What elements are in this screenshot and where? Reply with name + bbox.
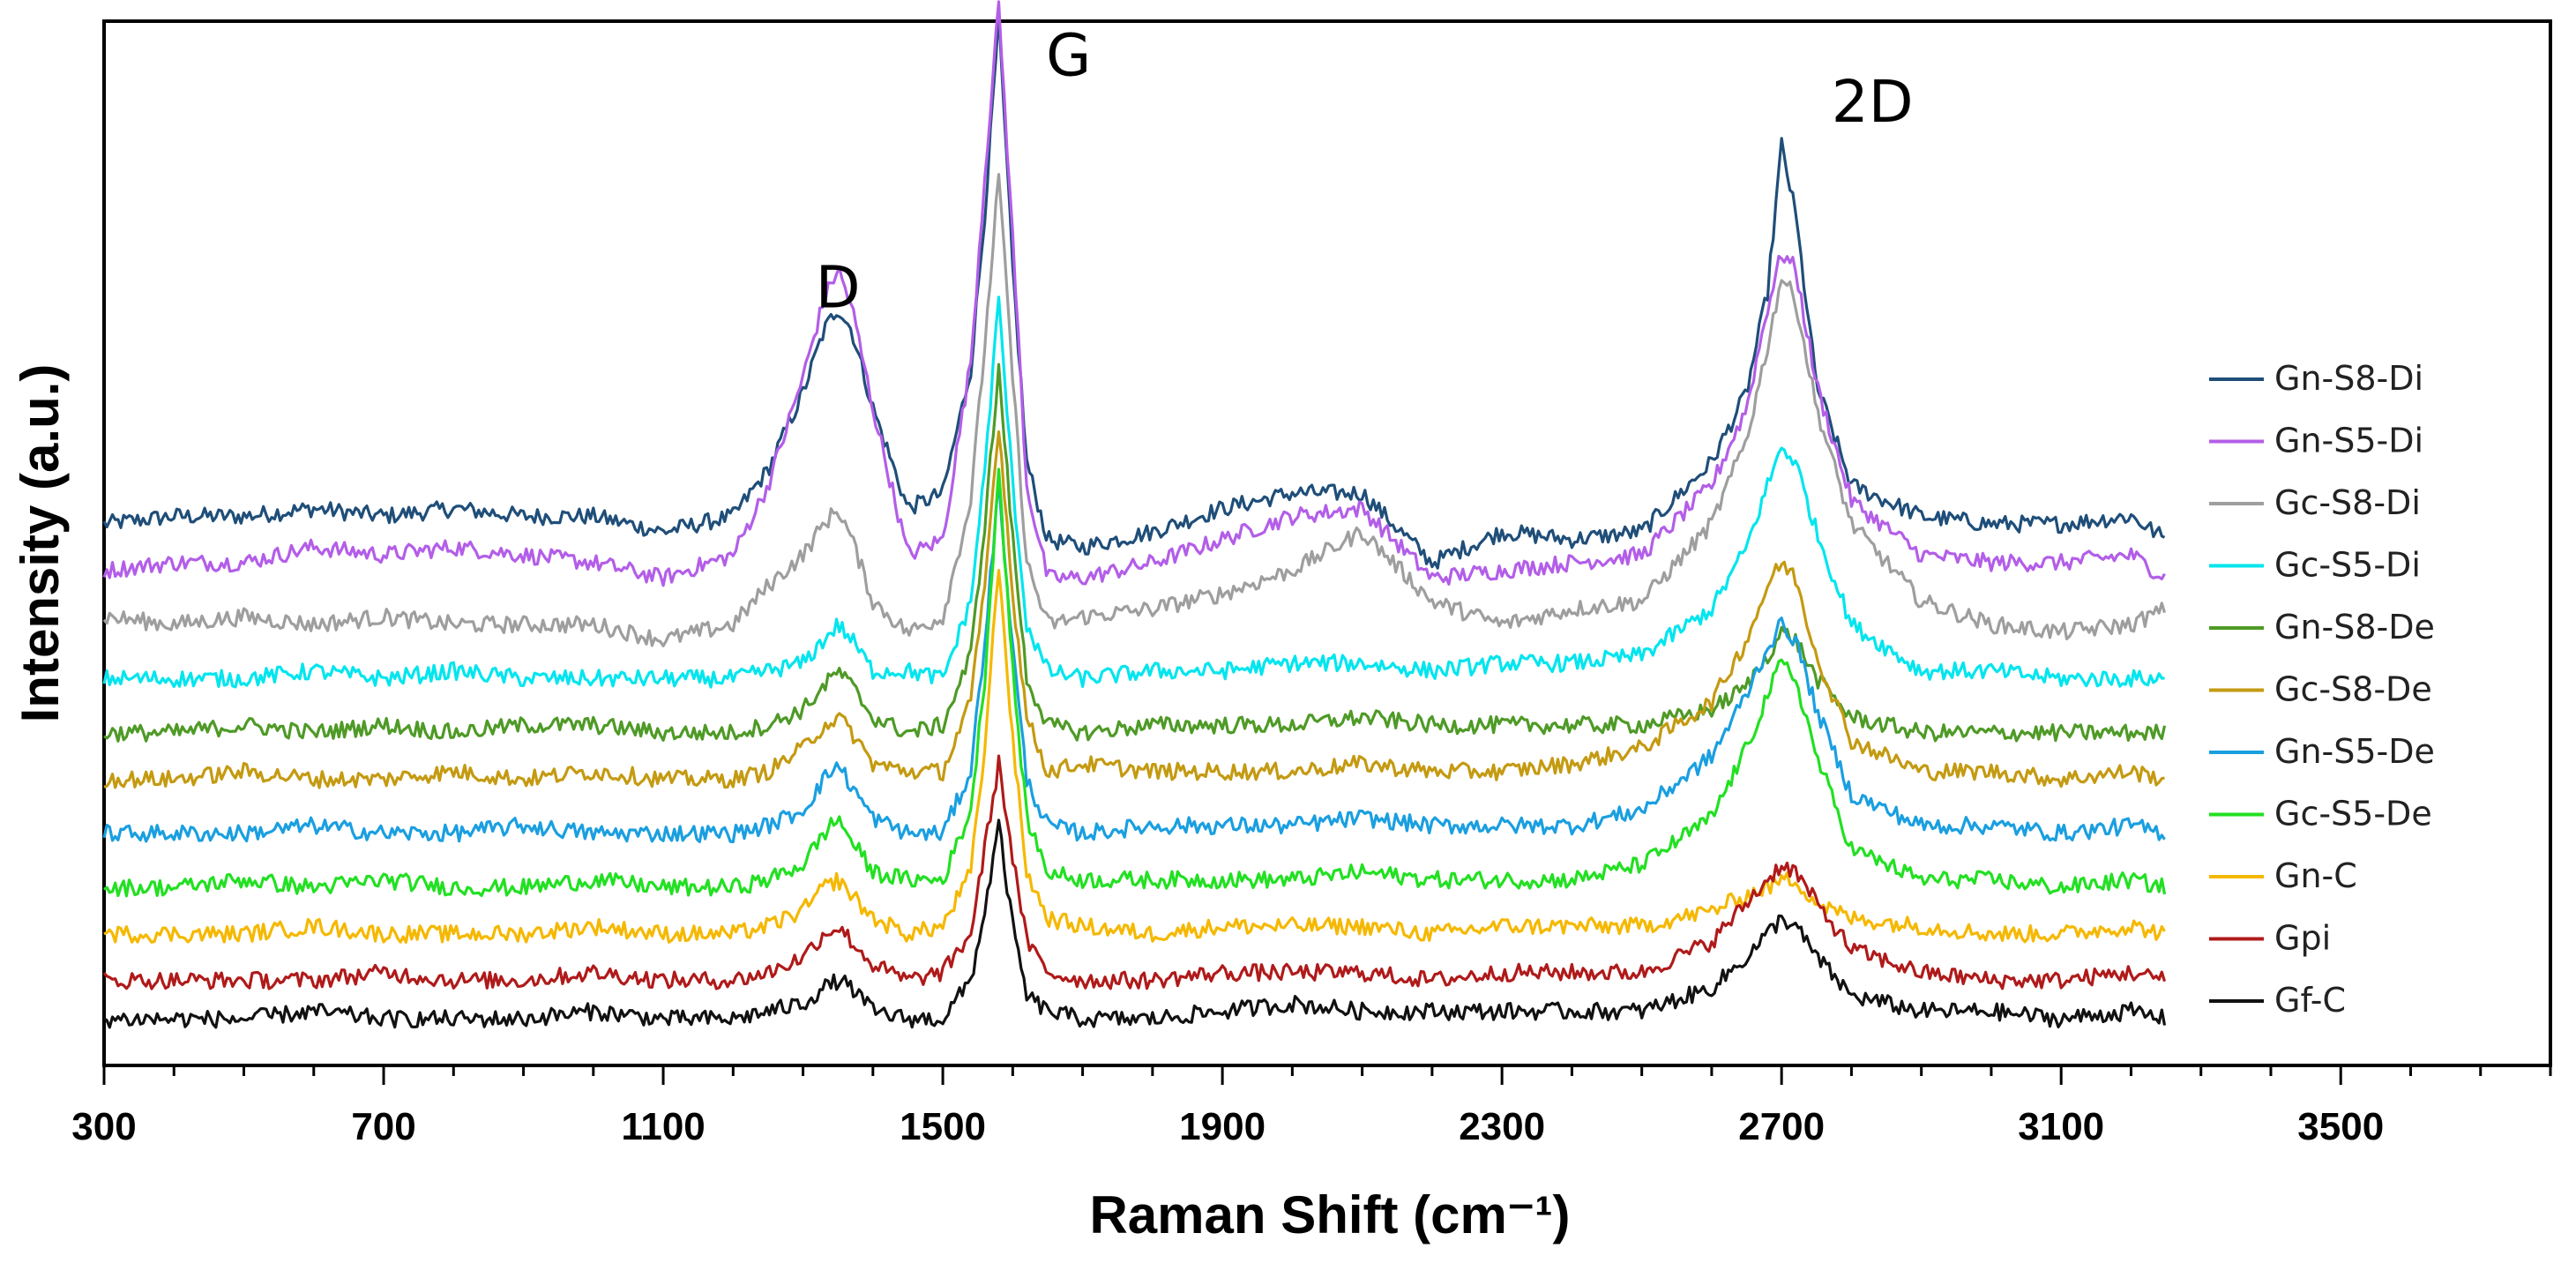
x-tick-label: 3100: [2018, 1105, 2104, 1148]
series-line-gc-s5-de: [103, 467, 2167, 898]
x-tick-label: 700: [351, 1105, 415, 1148]
legend-label: Gn-S5-Di: [2274, 422, 2423, 460]
series-line-gn-s8-de: [103, 362, 2167, 743]
peak-label-g: G: [1046, 21, 1091, 89]
legend-label: Gn-C: [2274, 856, 2357, 895]
series-line-gc-s5-di: [102, 295, 2165, 689]
legend-label: Gn-S5-De: [2274, 732, 2435, 771]
peak-label-2d: 2D: [1832, 68, 1914, 136]
series-line-gn-s5-de: [102, 477, 2166, 844]
legend-label: Gc-S8-De: [2274, 670, 2432, 709]
series-line-gf-c: [103, 818, 2167, 1029]
legend-label: Gc-S5-De: [2274, 795, 2432, 833]
series-layer: [102, 0, 2167, 1029]
x-axis-title: Raman Shift (cm⁻¹): [1089, 1185, 1570, 1244]
legend: Gn-S8-Di Gn-S5-Di Gc-S8-Di Gc-S5-Di Gn-S8-De…: [2209, 359, 2435, 1020]
plot-frame: [102, 19, 2552, 1067]
legend-label: Gc-S8-Di: [2274, 483, 2421, 522]
peak-annotations: D G 2D: [816, 21, 1914, 321]
series-line-gc-s8-de: [103, 430, 2165, 789]
legend-label: Gn-S8-Di: [2274, 359, 2423, 398]
x-tick-label: 3500: [2297, 1105, 2384, 1148]
x-axis: 300 700 1100 1500 1900 2300 2700 3100 3500: [71, 1065, 2552, 1148]
y-axis-title: Intensity (a.u.): [11, 364, 70, 723]
series-line-gc-s8-di: [102, 173, 2167, 647]
series-line-gpi: [102, 754, 2167, 990]
legend-label: Gc-S5-Di: [2274, 546, 2421, 585]
peak-label-d: D: [816, 254, 861, 322]
x-tick-label: 2700: [1738, 1105, 1825, 1148]
x-tick-label: 300: [71, 1105, 136, 1148]
x-tick-label: 1500: [900, 1105, 986, 1148]
x-tick-label: 1900: [1179, 1105, 1266, 1148]
x-tick-label: 1100: [621, 1105, 705, 1148]
x-tick-label: 2300: [1459, 1105, 1545, 1148]
legend-label: Gn-S8-De: [2274, 608, 2435, 646]
plot-area: 300 700 1100 1500 1900 2300 2700 3100 3500: [71, 0, 2552, 1148]
series-line-gn-s5-di: [102, 0, 2166, 587]
legend-label: Gpi: [2274, 919, 2331, 958]
legend-label: Gf-C: [2274, 981, 2346, 1020]
